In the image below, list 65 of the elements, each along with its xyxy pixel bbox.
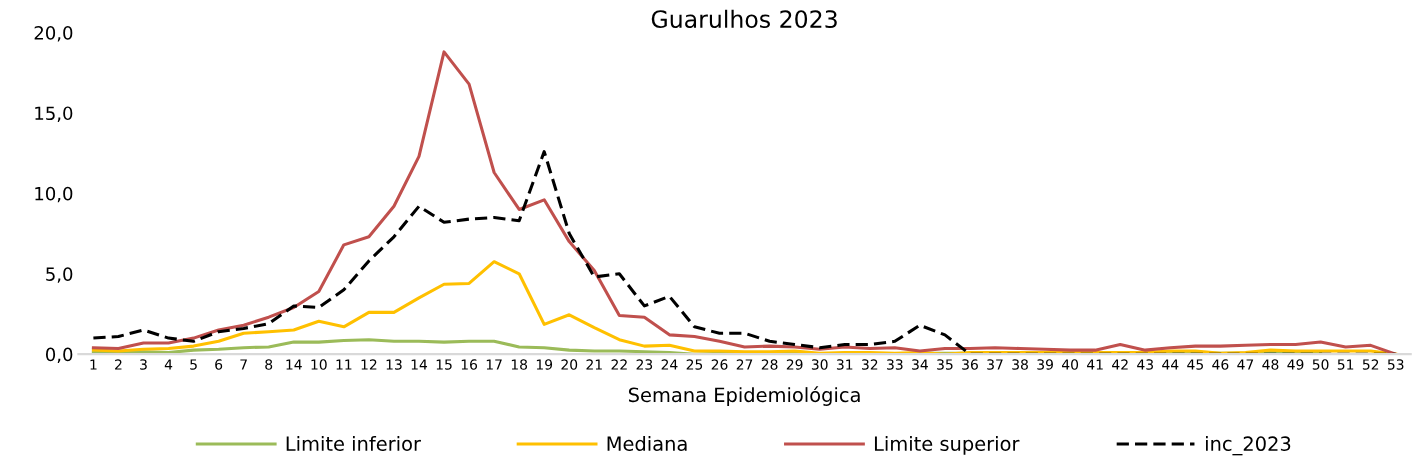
x-tick-label: 30 xyxy=(811,359,828,370)
x-tick-label: 42 xyxy=(1112,359,1128,370)
legend-label: Limite inferior xyxy=(286,435,421,452)
x-tick-label: 28 xyxy=(761,359,778,370)
x-tick-label: 13 xyxy=(386,359,402,370)
x-tick-label: 19 xyxy=(536,359,553,370)
x-tick-label: 5 xyxy=(190,359,197,370)
x-tick-label: 47 xyxy=(1237,359,1254,370)
x-tick-label: 11 xyxy=(336,359,352,370)
x-tick-label: 6 xyxy=(215,359,223,370)
x-tick-label: 2 xyxy=(115,359,122,370)
legend-label: inc_2023 xyxy=(1206,435,1291,456)
x-tick-label: 34 xyxy=(912,359,928,370)
x-tick-label: 38 xyxy=(1012,359,1028,370)
x-tick-label: 23 xyxy=(636,359,653,370)
chart-title: Guarulhos 2023 xyxy=(651,9,837,29)
x-tick-label: 50 xyxy=(1312,359,1329,370)
x-tick-label: 46 xyxy=(1212,359,1229,370)
x-tick-label: 12 xyxy=(361,359,377,370)
x-tick-label: 43 xyxy=(1137,359,1153,370)
x-tick-label: 25 xyxy=(686,359,703,370)
x-tick-label: 16 xyxy=(461,359,478,370)
x-axis-title: Semana Epidemiológica xyxy=(628,386,860,406)
x-tick-label: 7 xyxy=(240,359,247,370)
x-tick-label: 45 xyxy=(1187,359,1203,370)
line-series xyxy=(91,50,1398,355)
x-tick-label: 51 xyxy=(1337,359,1354,370)
x-tick-label: 52 xyxy=(1362,359,1379,370)
y-tick-label: 15,0 xyxy=(35,106,73,122)
legend-label: Mediana xyxy=(607,435,687,452)
x-tick-label: 49 xyxy=(1287,359,1304,370)
x-tick-label: 37 xyxy=(987,359,1003,370)
x-tick-label: 10 xyxy=(311,359,327,370)
x-tick-label: 17 xyxy=(486,359,502,370)
x-tick-label: 15 xyxy=(436,359,452,370)
x-tick-label: 22 xyxy=(611,359,627,370)
x-tick-label: 4 xyxy=(164,359,173,370)
y-tick-label: 0,0 xyxy=(45,347,73,364)
y-tick-label: 20,0 xyxy=(34,26,73,42)
legend-label: Limite superior xyxy=(874,435,1020,455)
x-tick-label: 48 xyxy=(1262,359,1279,370)
x-tick-label: 21 xyxy=(586,359,602,370)
x-tick-label: 44 xyxy=(1162,359,1179,370)
x-tick-label: 39 xyxy=(1037,359,1053,370)
y-tick-label: 5,0 xyxy=(46,267,73,283)
x-tick-label: 41 xyxy=(1087,359,1103,370)
x-tick-label: 33 xyxy=(887,359,903,370)
x-tick-label: 32 xyxy=(862,359,878,370)
x-tick-label: 8 xyxy=(265,359,273,370)
x-tick-label: 31 xyxy=(836,359,853,370)
x-tick-label: 29 xyxy=(786,359,803,370)
x-tick-label: 26 xyxy=(711,359,728,370)
x-tick-label: 14 xyxy=(286,359,302,370)
y-tick-label: 10,0 xyxy=(35,186,73,203)
x-tick-label: 14 xyxy=(411,359,428,370)
x-tick-label: 3 xyxy=(140,359,147,370)
x-tick-label: 24 xyxy=(661,359,678,370)
x-tick-label: 27 xyxy=(736,359,753,370)
x-tick-label: 36 xyxy=(962,359,978,370)
x-tick-label: 53 xyxy=(1387,359,1404,370)
x-tick-label: 35 xyxy=(937,359,953,370)
x-tick-label: 20 xyxy=(561,359,578,370)
x-tick-label: 1 xyxy=(90,359,97,370)
x-tick-label: 40 xyxy=(1061,359,1079,370)
x-tick-label: 18 xyxy=(511,359,528,370)
